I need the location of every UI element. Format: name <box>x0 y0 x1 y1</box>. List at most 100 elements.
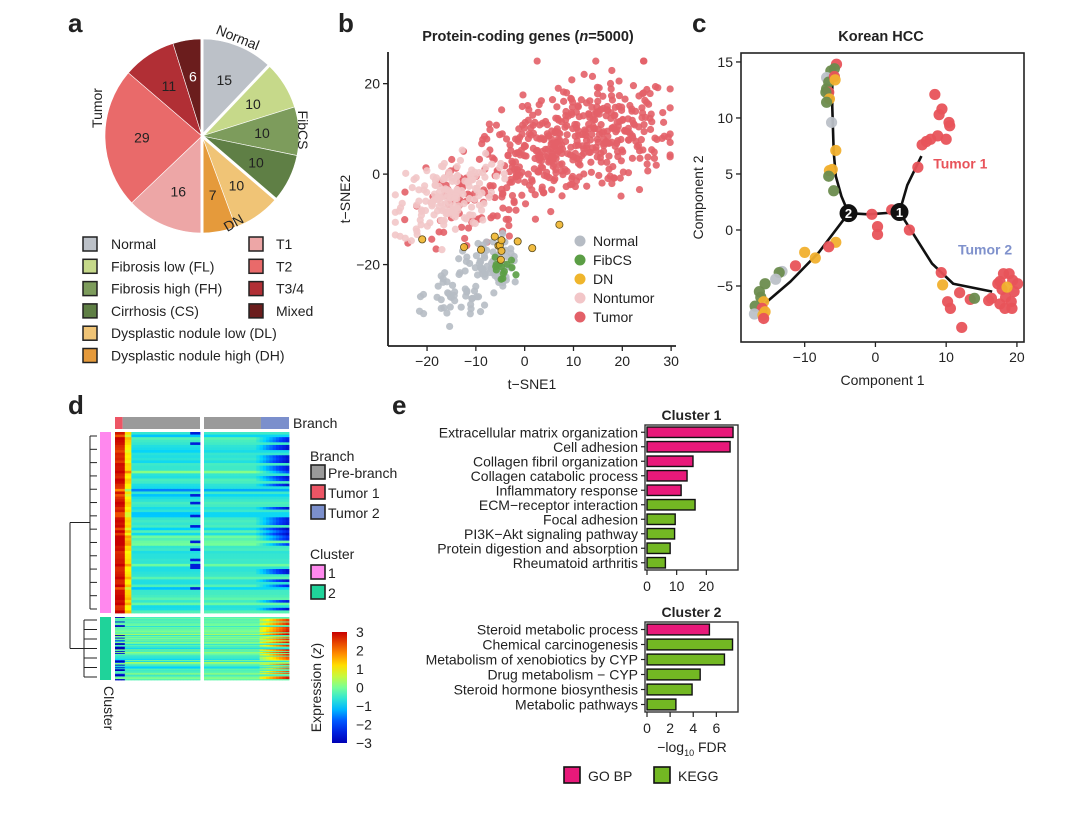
heatmap-cell <box>259 465 264 469</box>
heatmap-cell <box>207 619 211 621</box>
point-nontumor <box>447 208 455 216</box>
heatmap-cell <box>230 463 234 467</box>
heatmap-cell <box>213 540 218 544</box>
point-nontumor <box>469 218 477 227</box>
heatmap-cell <box>124 556 129 560</box>
heatmap-cell <box>275 527 280 531</box>
heatmap-cell <box>144 506 149 510</box>
heatmap-cell <box>266 522 270 526</box>
legend-label-mixed: Mixed <box>276 303 313 319</box>
heatmap-cell <box>282 535 287 539</box>
heatmap-cell <box>160 538 165 541</box>
heatmap-cell <box>213 478 218 482</box>
heatmap-cell <box>279 517 283 521</box>
point-tumor <box>871 221 884 233</box>
heatmap-cell <box>134 532 139 536</box>
heatmap-cell <box>164 450 168 454</box>
heatmap-cell <box>246 442 251 446</box>
heatmap-cell <box>190 465 194 469</box>
point-nontumor <box>475 179 484 187</box>
heatmap-cell <box>213 574 218 578</box>
heatmap-cell <box>167 566 171 570</box>
heatmap-cell <box>173 574 178 578</box>
heatmap-cell <box>137 579 142 583</box>
heatmap-cell <box>226 563 231 567</box>
heatmap-cell <box>190 540 194 544</box>
heatmap-cell <box>213 455 218 459</box>
heatmap-cell <box>160 619 165 621</box>
heatmap-cell <box>243 494 247 498</box>
heatmap-cell <box>266 620 270 622</box>
heatmap-cell <box>121 622 126 624</box>
heatmap-cell <box>134 470 139 474</box>
heatmap-cell <box>157 610 162 614</box>
heatmap-cell <box>147 540 152 544</box>
heatmap-cell <box>246 452 251 456</box>
heatmap-cell <box>233 605 238 609</box>
heatmap-cell <box>266 494 270 498</box>
heatmap-cell <box>144 594 149 598</box>
heatmap-cell <box>121 620 126 622</box>
heatmap-cell <box>173 530 178 534</box>
heatmap-cell <box>183 519 188 523</box>
heatmap-cell <box>177 434 181 438</box>
heatmap-cell <box>213 517 218 521</box>
heatmap-cell <box>124 527 129 531</box>
heatmap-cell <box>253 514 257 518</box>
heatmap-cell <box>186 617 191 619</box>
heatmap-cell <box>253 512 257 516</box>
heatmap-cell <box>223 481 228 485</box>
heatmap-cell <box>150 442 155 446</box>
heatmap-cell <box>186 506 191 510</box>
heatmap-cell <box>154 437 158 441</box>
point-tumor <box>547 207 555 216</box>
heatmap-cell <box>226 442 231 446</box>
point-normal <box>419 290 428 299</box>
legend-label-fibcs: FibCS <box>593 252 632 268</box>
point-nontumor <box>395 207 403 215</box>
panel-label-b: b <box>338 8 354 38</box>
heatmap-cell <box>243 617 247 619</box>
heatmap-cell <box>279 602 283 606</box>
heatmap-cell <box>137 545 142 549</box>
heatmap-cell <box>279 491 283 495</box>
point-tumor <box>587 158 595 166</box>
point-normal <box>451 297 459 305</box>
heatmap-cell <box>170 525 175 529</box>
heatmap-cell <box>131 592 136 596</box>
heatmap-cell <box>217 587 221 591</box>
heatmap-cell <box>137 473 142 477</box>
heatmap-cell <box>239 465 244 469</box>
heatmap-cell <box>128 553 132 557</box>
heatmap-cell <box>279 610 283 614</box>
heatmap-cell <box>262 512 267 516</box>
point-dn <box>799 246 811 258</box>
heatmap-cell <box>262 553 267 557</box>
heatmap-cell <box>279 450 283 454</box>
heatmap-cell <box>115 620 119 622</box>
heatmap-cell <box>239 522 244 526</box>
heatmap-cell <box>131 496 136 500</box>
heatmap-cell <box>256 455 260 459</box>
heatmap-cell <box>269 550 274 554</box>
heatmap-cell <box>167 452 171 456</box>
heatmap-cell <box>220 535 225 539</box>
heatmap-cell <box>190 488 194 492</box>
heatmap-cell <box>193 600 198 604</box>
heatmap-cell <box>131 571 136 575</box>
heatmap-cell <box>233 478 238 482</box>
heatmap-cell <box>220 447 225 451</box>
heatmap-cell <box>131 574 136 578</box>
heatmap-cell <box>121 619 126 621</box>
heatmap-cell <box>259 545 264 549</box>
heatmap-cell <box>259 556 264 560</box>
point-nontumor <box>435 188 443 196</box>
heatmap-cell <box>243 602 247 606</box>
heatmap-cell <box>144 622 149 624</box>
heatmap-cell <box>124 530 129 534</box>
heatmap-cell <box>183 444 188 448</box>
heatmap-cell <box>233 592 238 596</box>
heatmap-cell <box>259 581 264 585</box>
heatmap-cell <box>170 512 175 516</box>
heatmap-cell <box>157 501 162 505</box>
